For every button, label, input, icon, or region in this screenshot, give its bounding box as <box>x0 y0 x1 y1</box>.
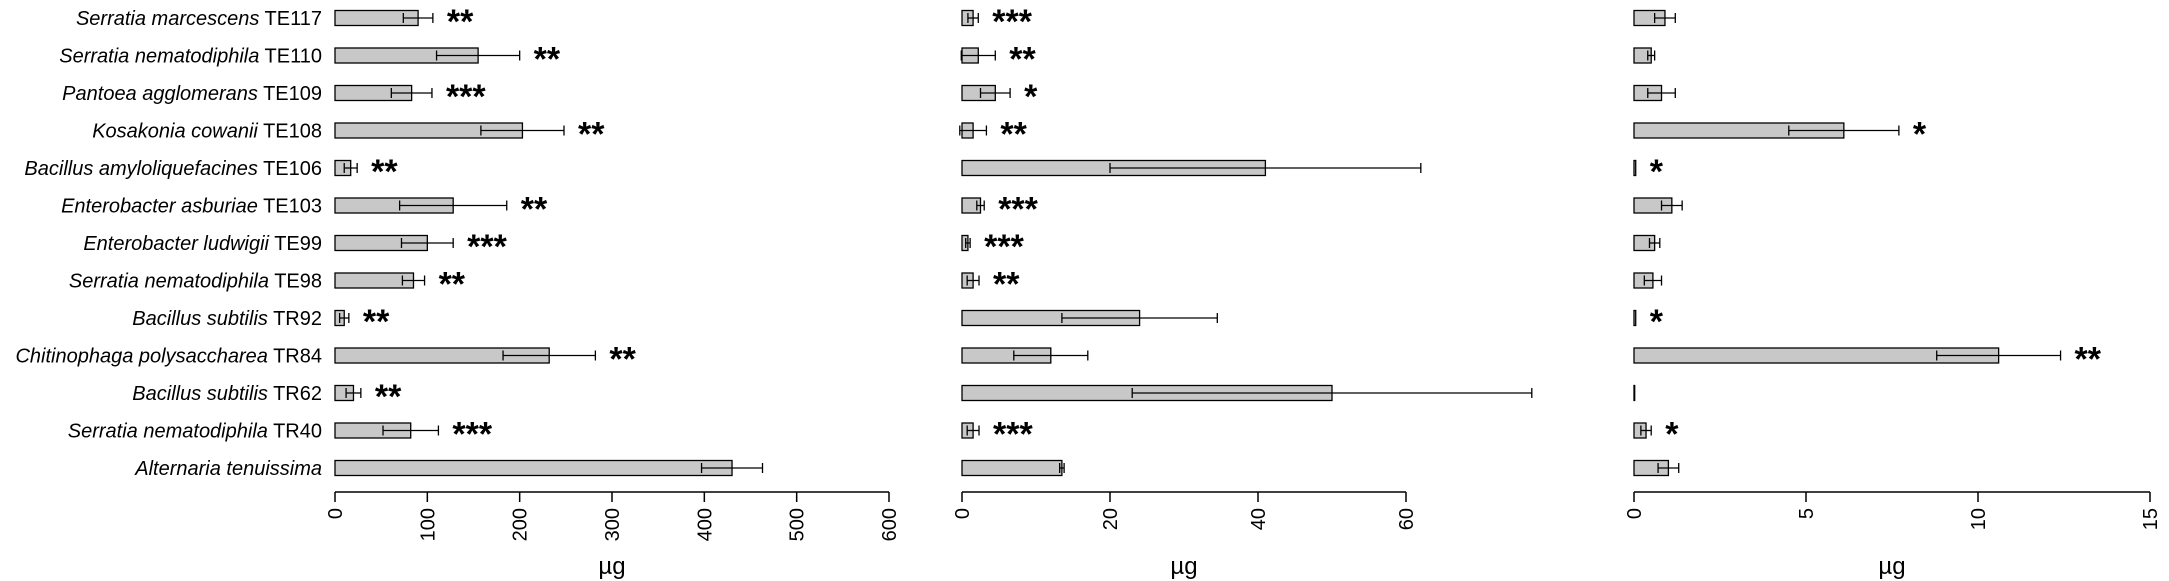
significance-marker: ** <box>371 153 398 191</box>
species-name: Pantoea agglomerans <box>62 83 258 105</box>
category-label: Chitinophaga polysaccharea TR84 <box>15 346 322 368</box>
bar <box>961 459 1063 477</box>
x-tick-label: 10 <box>1968 508 1990 530</box>
category-label: Serratia nematodiphila TE110 <box>59 46 322 68</box>
category-label: Bacillus amyloliquefacines TE106 <box>24 158 322 180</box>
significance-marker: *** <box>993 416 1033 454</box>
strain-id: TE110 <box>259 46 322 68</box>
significance-marker: ** <box>1009 41 1036 79</box>
x-tick-label: 20 <box>1100 508 1122 530</box>
significance-marker: ** <box>375 378 402 416</box>
x-tick-label: 600 <box>879 508 901 541</box>
species-name: Bacillus amyloliquefacines <box>24 158 257 180</box>
bar <box>334 272 415 289</box>
significance-marker: ** <box>1000 116 1027 154</box>
category-label: Enterobacter asburiae TE103 <box>61 196 322 218</box>
significance-marker: * <box>1665 416 1679 454</box>
species-name: Enterobacter asburiae <box>61 196 258 218</box>
significance-marker: ** <box>439 266 466 304</box>
strain-id: TR40 <box>268 421 322 443</box>
significance-marker: * <box>1650 303 1664 341</box>
significance-marker: ** <box>2075 341 2102 379</box>
x-tick-label: 0 <box>952 508 974 519</box>
significance-marker: ** <box>578 116 605 154</box>
strain-id: TE99 <box>269 233 322 255</box>
category-label: Serratia nematodiphila TR40 <box>68 421 322 443</box>
significance-marker: *** <box>467 228 507 266</box>
significance-marker: ** <box>363 303 390 341</box>
x-tick-label: 500 <box>787 508 809 541</box>
category-label: Serratia nematodiphila TE98 <box>69 271 322 293</box>
species-name: Kosakonia cowanii <box>92 121 258 143</box>
significance-marker: ** <box>993 266 1020 304</box>
x-tick-label: 300 <box>602 508 624 541</box>
significance-marker: ** <box>609 341 636 379</box>
x-tick-label: 40 <box>1248 508 1270 530</box>
x-axis-title: µg <box>1878 553 1905 580</box>
x-tick-label: 200 <box>510 508 532 541</box>
bar <box>334 459 733 477</box>
species-name: Bacillus subtilis <box>132 383 268 405</box>
panel-1: ***************************0 100 200 300 400… <box>325 3 901 580</box>
strain-id: TE106 <box>258 158 322 180</box>
category-label: Bacillus subtilis TR62 <box>132 383 322 405</box>
significance-marker: ** <box>534 41 561 79</box>
bar <box>1633 384 1636 402</box>
bar <box>1633 159 1637 177</box>
category-label: Serratia marcescens TE117 <box>76 8 322 30</box>
x-tick-label: 100 <box>417 508 439 541</box>
strain-id: TE117 <box>259 8 322 30</box>
significance-marker: ** <box>521 191 548 229</box>
strain-id: TE108 <box>258 121 322 143</box>
strain-id: TE103 <box>258 196 322 218</box>
species-name: Bacillus subtilis <box>132 308 268 330</box>
x-tick-label: 400 <box>694 508 716 541</box>
species-name: Serratia nematodiphila <box>59 46 259 68</box>
category-label: Bacillus subtilis TR92 <box>132 308 322 330</box>
strain-id: TE98 <box>269 271 322 293</box>
strain-id: TR92 <box>268 308 322 330</box>
x-tick-label: 60 <box>1396 508 1418 530</box>
significance-marker: *** <box>446 78 486 116</box>
significance-marker: * <box>1024 78 1038 116</box>
category-label: Pantoea agglomerans TE109 <box>62 83 322 105</box>
x-tick-label: 0 <box>1624 508 1646 519</box>
significance-marker: * <box>1913 116 1927 154</box>
significance-marker: *** <box>452 416 492 454</box>
x-tick-label: 0 <box>325 508 347 519</box>
bar <box>1633 309 1637 327</box>
strain-id: TE109 <box>258 83 322 105</box>
significance-marker: ** <box>447 3 474 41</box>
category-label: Alternaria tenuissima <box>134 458 322 480</box>
strain-id: TR62 <box>268 383 322 405</box>
significance-marker: *** <box>992 3 1032 41</box>
x-axis-title: µg <box>1170 553 1197 580</box>
x-tick-label: 15 <box>2140 508 2162 530</box>
species-name: Alternaria tenuissima <box>134 458 322 480</box>
species-name: Serratia nematodiphila <box>69 271 269 293</box>
category-label: Enterobacter ludwigii TE99 <box>83 233 322 255</box>
significance-marker: *** <box>984 228 1024 266</box>
species-name: Enterobacter ludwigii <box>83 233 269 255</box>
species-name: Serratia marcescens <box>76 8 259 30</box>
significance-marker: *** <box>998 191 1038 229</box>
x-axis-title: µg <box>598 553 625 580</box>
species-name: Serratia nematodiphila <box>68 421 268 443</box>
strain-id: TR84 <box>268 346 322 368</box>
x-tick-label: 5 <box>1796 508 1818 519</box>
significance-marker: * <box>1650 153 1664 191</box>
category-label: Kosakonia cowanii TE108 <box>92 121 322 143</box>
species-name: Chitinophaga polysaccharea <box>15 346 267 368</box>
